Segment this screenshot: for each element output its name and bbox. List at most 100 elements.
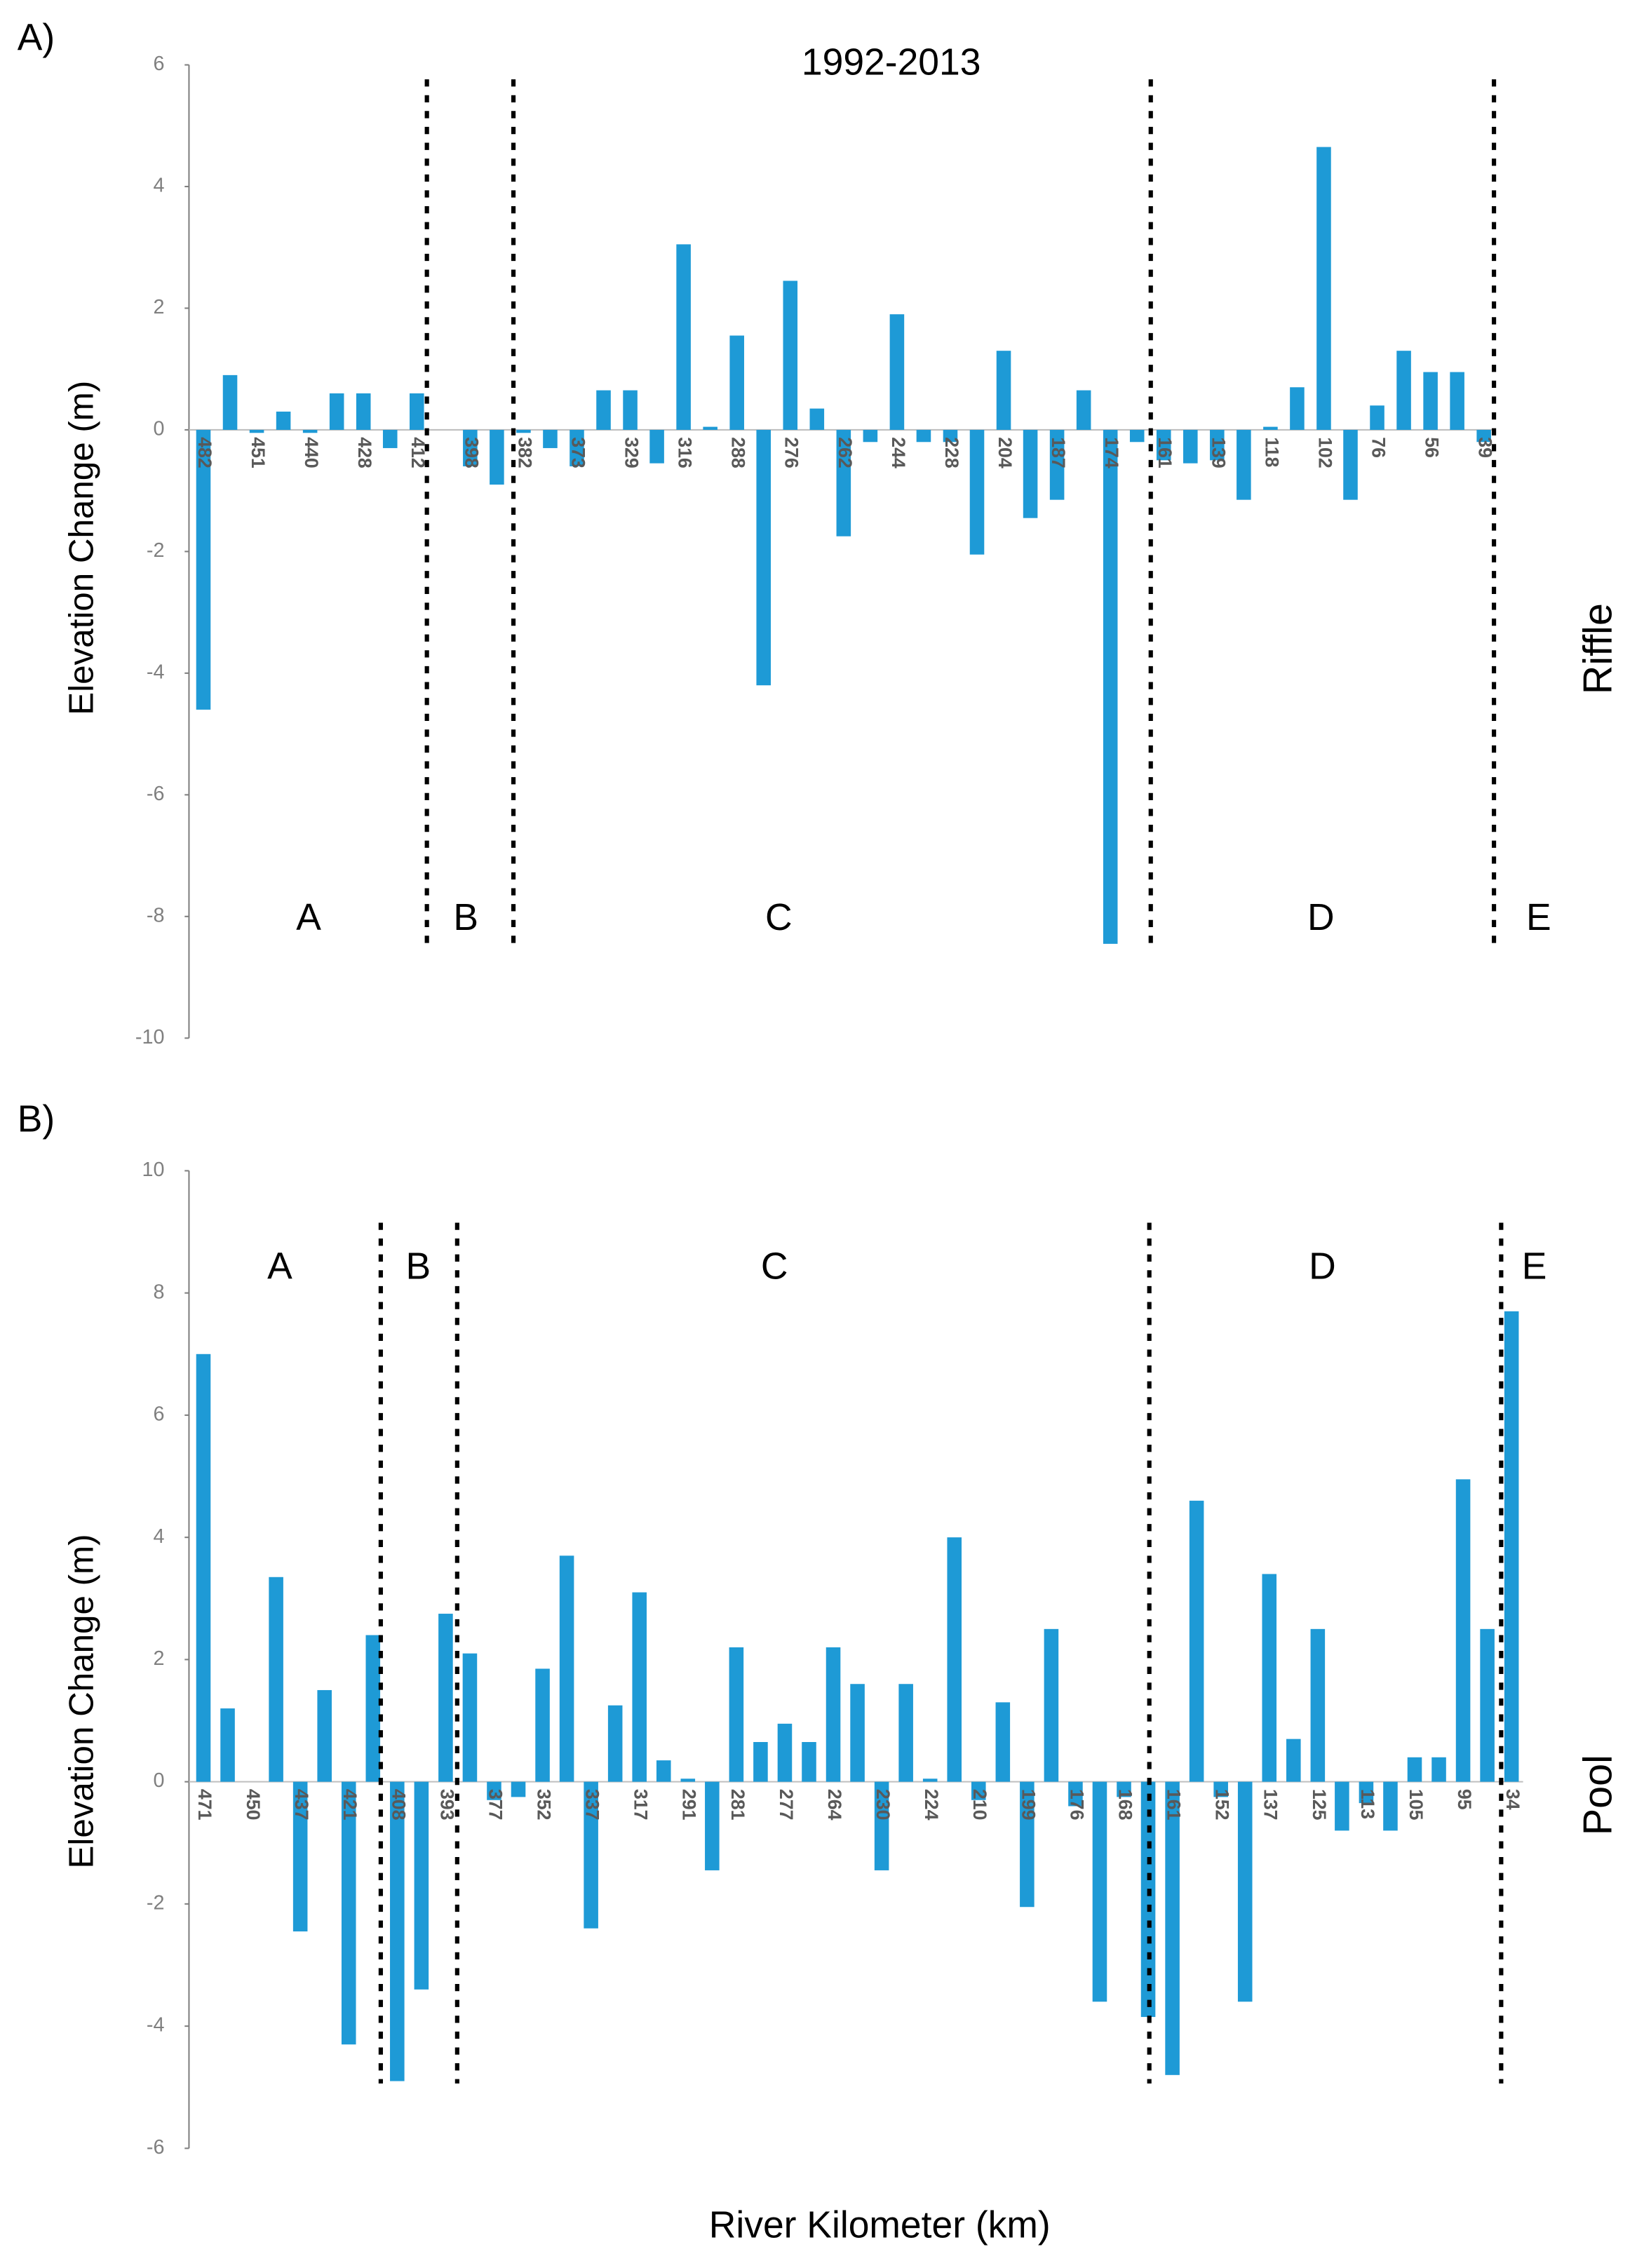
bar	[249, 429, 264, 433]
x-tick-label: 352	[533, 1789, 554, 1821]
bar	[269, 1577, 283, 1782]
y-tick-label: 8	[153, 1281, 164, 1303]
x-tick-label: 262	[835, 437, 856, 468]
bar	[971, 1781, 986, 1800]
bar	[969, 429, 985, 555]
x-tick-label: 398	[461, 437, 482, 468]
bar	[1189, 1500, 1204, 1782]
bar	[356, 393, 371, 430]
bar	[996, 351, 1011, 430]
y-tick-label: -8	[147, 904, 165, 926]
region-label: D	[1309, 1246, 1336, 1287]
bar	[649, 429, 664, 464]
bar	[777, 1723, 793, 1782]
x-tick-label: 437	[291, 1789, 312, 1821]
x-tick-label: 451	[248, 437, 269, 468]
bar	[863, 429, 878, 443]
bar	[995, 1702, 1011, 1782]
x-tick-label: 113	[1357, 1789, 1378, 1819]
region-label: C	[765, 897, 793, 938]
bar	[729, 1647, 744, 1782]
bar	[826, 1647, 841, 1782]
bar	[607, 1705, 623, 1782]
bar	[317, 1689, 332, 1782]
bar	[1370, 405, 1384, 430]
x-tick-label: 281	[727, 1789, 748, 1821]
bar	[623, 390, 638, 430]
bar	[511, 1781, 526, 1797]
bar	[753, 1742, 768, 1782]
bar	[850, 1684, 865, 1782]
x-tick-label: 373	[567, 437, 588, 468]
bar	[365, 1635, 381, 1782]
x-tick-label: 187	[1048, 437, 1069, 468]
bar	[596, 390, 611, 430]
x-axis-label: River Kilometer (km)	[709, 2205, 1051, 2246]
bar	[1076, 390, 1091, 430]
bar	[463, 429, 478, 466]
y-tick-label: -6	[147, 783, 165, 805]
bar	[1310, 1628, 1326, 1782]
bar	[1359, 1781, 1374, 1804]
x-tick-label: 277	[776, 1789, 797, 1821]
bar	[341, 1781, 356, 2045]
region-label: A	[267, 1246, 292, 1287]
y-tick-label: -6	[147, 2136, 165, 2159]
bar	[487, 1781, 501, 1800]
x-tick-label: 421	[339, 1789, 361, 1821]
x-tick-label: 329	[621, 437, 642, 468]
bar	[898, 1684, 913, 1782]
bar	[1455, 1479, 1471, 1782]
bar	[1423, 372, 1438, 430]
region-label: D	[1307, 897, 1335, 938]
x-tick-label: 408	[388, 1789, 409, 1821]
y-tick-label: 0	[153, 418, 164, 440]
bar	[1396, 351, 1411, 430]
bar	[1237, 429, 1251, 500]
bar	[462, 1653, 478, 1782]
bar	[490, 429, 504, 485]
x-tick-label: 228	[941, 437, 962, 468]
bar	[302, 429, 318, 433]
x-tick-label: 199	[1018, 1789, 1039, 1821]
x-tick-label: 95	[1454, 1789, 1475, 1810]
bar	[889, 314, 905, 430]
bar	[947, 1537, 962, 1782]
bar	[1020, 1781, 1035, 1908]
bar	[1450, 372, 1464, 430]
bar	[1165, 1781, 1180, 2075]
bar	[836, 429, 851, 536]
x-tick-label: 174	[1101, 437, 1122, 468]
bar	[1092, 1781, 1107, 2002]
x-tick-label: 337	[582, 1789, 603, 1821]
bar	[1480, 1628, 1495, 1782]
bar	[1049, 429, 1065, 500]
region-label: E	[1526, 897, 1551, 938]
bar	[1023, 429, 1038, 518]
x-tick-label: 56	[1422, 437, 1443, 458]
y-axis-label: Elevation Change (m)	[62, 381, 100, 715]
x-tick-label: 482	[194, 437, 215, 468]
y-tick-label: -10	[135, 1026, 165, 1048]
y-tick-label: 2	[153, 296, 164, 318]
bar	[1476, 429, 1491, 443]
side-label: Riffle	[1575, 603, 1620, 694]
bar	[292, 1781, 308, 1932]
region-label: C	[761, 1246, 788, 1287]
bar	[222, 374, 238, 430]
y-tick-label: 4	[153, 175, 164, 197]
bar	[1210, 429, 1225, 461]
x-tick-label: 264	[824, 1789, 845, 1821]
bar	[802, 1742, 816, 1782]
y-tick-label: -2	[147, 1891, 165, 1914]
y-tick-label: 2	[153, 1647, 164, 1670]
y-tick-label: 10	[142, 1159, 164, 1181]
bar	[1504, 1311, 1519, 1782]
x-tick-label: 125	[1309, 1789, 1330, 1821]
chart-title: 1992-2013	[802, 42, 981, 83]
bar	[196, 1354, 211, 1782]
x-tick-label: 118	[1261, 437, 1282, 467]
y-tick-label: -4	[147, 2014, 165, 2037]
bar	[680, 1778, 696, 1782]
bar	[1140, 1781, 1156, 2018]
